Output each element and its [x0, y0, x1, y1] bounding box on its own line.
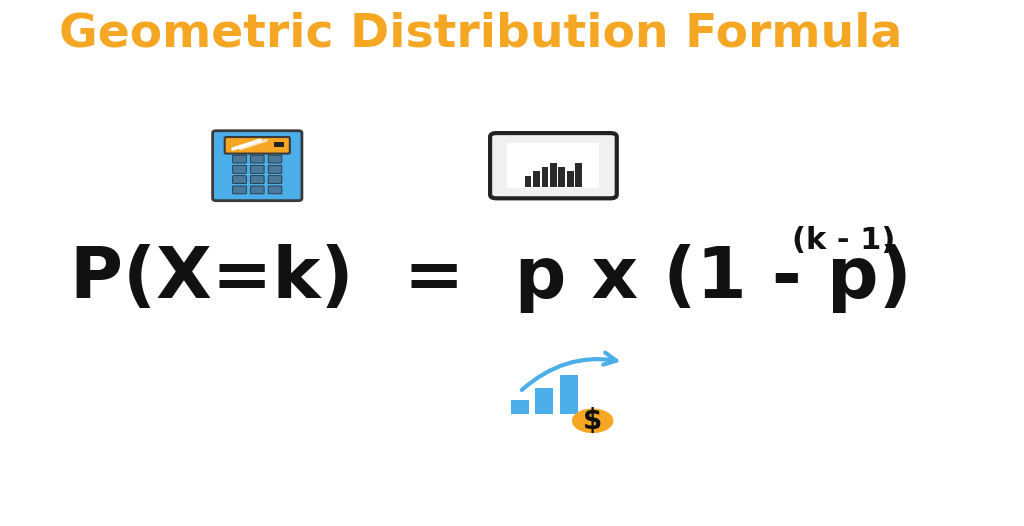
FancyBboxPatch shape — [268, 165, 282, 174]
Bar — [536, 388, 553, 414]
FancyBboxPatch shape — [232, 176, 247, 184]
Bar — [558, 167, 565, 187]
Bar — [567, 171, 573, 187]
FancyBboxPatch shape — [213, 131, 302, 201]
FancyBboxPatch shape — [224, 137, 290, 154]
Text: $: $ — [583, 407, 602, 435]
Bar — [534, 171, 540, 187]
Bar — [575, 163, 583, 187]
Bar — [542, 167, 549, 187]
Bar — [508, 143, 599, 188]
FancyBboxPatch shape — [232, 155, 247, 163]
Bar — [550, 163, 557, 187]
FancyBboxPatch shape — [268, 155, 282, 163]
FancyBboxPatch shape — [268, 186, 282, 194]
FancyBboxPatch shape — [232, 165, 247, 174]
FancyBboxPatch shape — [490, 133, 616, 198]
Text: Geometric Distribution Formula: Geometric Distribution Formula — [58, 12, 902, 57]
Circle shape — [572, 409, 612, 432]
Bar — [524, 176, 531, 187]
FancyBboxPatch shape — [251, 165, 264, 174]
Bar — [560, 375, 578, 414]
Text: P(X=k)  =  p x (1 - p): P(X=k) = p x (1 - p) — [71, 244, 912, 313]
FancyBboxPatch shape — [251, 155, 264, 163]
FancyBboxPatch shape — [251, 186, 264, 194]
FancyBboxPatch shape — [251, 176, 264, 184]
FancyBboxPatch shape — [268, 176, 282, 184]
FancyBboxPatch shape — [232, 186, 247, 194]
Bar — [511, 400, 528, 414]
Text: (k - 1): (k - 1) — [793, 226, 896, 256]
Bar — [274, 141, 285, 147]
